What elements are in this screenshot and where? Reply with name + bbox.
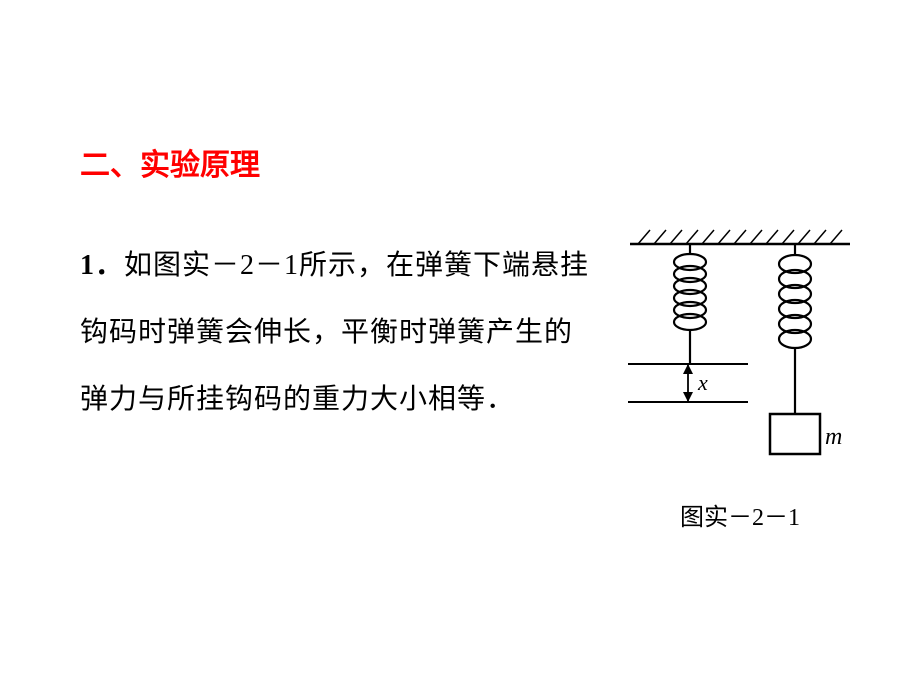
- item-text: 如图实－2－1所示，在弹簧下端悬挂钩码时弹簧会伸长，平衡时弹簧产生的弹力与所挂钩…: [80, 250, 589, 415]
- spring-diagram: m x: [620, 224, 860, 484]
- content-row: 1．如图实－2－1所示，在弹簧下端悬挂钩码时弹簧会伸长，平衡时弹簧产生的弹力与所…: [80, 232, 860, 532]
- slide: 二、实验原理 1．如图实－2－1所示，在弹簧下端悬挂钩码时弹簧会伸长，平衡时弹簧…: [0, 0, 920, 690]
- section-heading: 二、实验原理: [80, 140, 860, 184]
- label-m: m: [825, 424, 842, 450]
- figure: m x 图实－2－1: [620, 224, 860, 532]
- label-x: x: [697, 370, 708, 395]
- figure-caption: 图实－2－1: [620, 497, 860, 532]
- item-number: 1．: [80, 250, 124, 281]
- body-text: 1．如图实－2－1所示，在弹簧下端悬挂钩码时弹簧会伸长，平衡时弹簧产生的弹力与所…: [80, 232, 592, 434]
